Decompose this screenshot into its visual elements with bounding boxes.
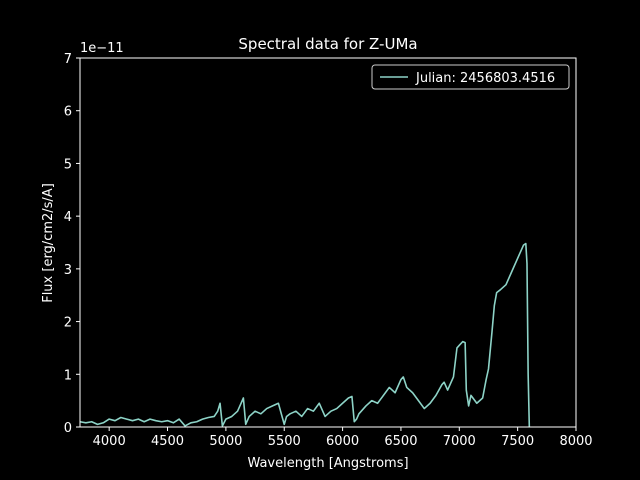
y-tick-label: 2 xyxy=(64,316,72,331)
plot-frame xyxy=(79,57,577,428)
x-tick-label: 5000 xyxy=(209,434,242,449)
y-tick-label: 5 xyxy=(64,157,72,172)
y-tick-label: 1 xyxy=(64,368,72,383)
x-tick-label: 6500 xyxy=(384,434,417,449)
x-tick-label: 4000 xyxy=(93,434,126,449)
y-axis-offset-label: 1e−11 xyxy=(80,41,124,56)
x-tick-label: 7000 xyxy=(443,434,476,449)
x-tick-label: 4500 xyxy=(151,434,184,449)
x-axis-ticks: 4000 4500 5000 5500 6000 6500 7000 7500 8000 xyxy=(93,427,593,449)
plot-area xyxy=(79,57,577,428)
x-tick-label: 7500 xyxy=(501,434,534,449)
x-tick-label: 5500 xyxy=(268,434,301,449)
x-tick-label: 6000 xyxy=(326,434,359,449)
y-tick-label: 0 xyxy=(64,421,72,436)
x-tick-label: 8000 xyxy=(559,434,592,449)
y-tick-label: 6 xyxy=(64,105,72,120)
y-tick-label: 7 xyxy=(64,52,72,67)
y-tick-label: 4 xyxy=(64,210,72,225)
series-line-0 xyxy=(79,242,531,428)
legend-frame xyxy=(371,64,570,90)
legend-entry: Julian: 2456803.4516 xyxy=(415,71,555,86)
y-axis-ticks: 0 1 2 3 4 5 6 7 xyxy=(64,52,80,436)
y-tick-label: 3 xyxy=(64,263,72,278)
chart-title: Spectral data for Z-UMa xyxy=(238,35,417,53)
x-axis-label: Wavelength [Angstroms] xyxy=(247,456,408,471)
legend: Julian: 2456803.4516 xyxy=(371,64,570,90)
y-axis-label: Flux [erg/cm2/s/A] xyxy=(41,183,56,303)
